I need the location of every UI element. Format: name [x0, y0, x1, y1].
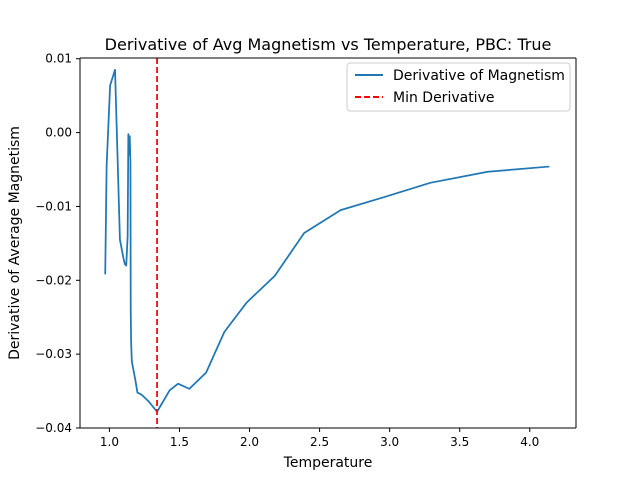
x-tick-label: 2.0	[240, 435, 259, 449]
y-axis-label: Derivative of Average Magnetism	[7, 126, 23, 360]
series-layer	[104, 58, 550, 428]
x-tick-label: 2.5	[310, 435, 329, 449]
x-tick-label: 3.0	[380, 435, 399, 449]
plot-area: 1.0 1.5 2.0 2.5 3.0 3.5 4.0 −0.04 −0.03 −0.02 −0.0…	[35, 52, 577, 449]
y-tick-label: 0.00	[45, 126, 72, 140]
tick-layer: 1.0 1.5 2.0 2.5 3.0 3.5 4.0 −0.04 −0.03 −0.02 −0.0…	[35, 52, 539, 449]
axes-frame	[79, 57, 577, 429]
legend-frame	[346, 62, 571, 112]
y-tick-label: −0.04	[35, 421, 72, 435]
chart-title: Derivative of Avg Magnetism vs Temperatu…	[105, 35, 552, 54]
legend: Derivative of Magnetism Min Derivative	[346, 62, 571, 112]
x-tick-label: 4.0	[520, 435, 539, 449]
y-tick-label: 0.01	[45, 52, 72, 66]
x-tick-label: 3.5	[450, 435, 469, 449]
x-tick-label: 1.0	[100, 435, 119, 449]
legend-label-magnetism: Derivative of Magnetism	[393, 68, 565, 84]
legend-label-min-derivative: Min Derivative	[393, 90, 494, 106]
x-axis-label: Temperature	[283, 455, 373, 471]
y-tick-label: −0.01	[35, 199, 72, 213]
x-tick-label: 1.5	[170, 435, 189, 449]
series-line-derivative-of-magnetism	[104, 68, 550, 413]
y-tick-label: −0.03	[35, 347, 72, 361]
y-tick-label: −0.02	[35, 273, 72, 287]
plot-background	[80, 58, 576, 428]
